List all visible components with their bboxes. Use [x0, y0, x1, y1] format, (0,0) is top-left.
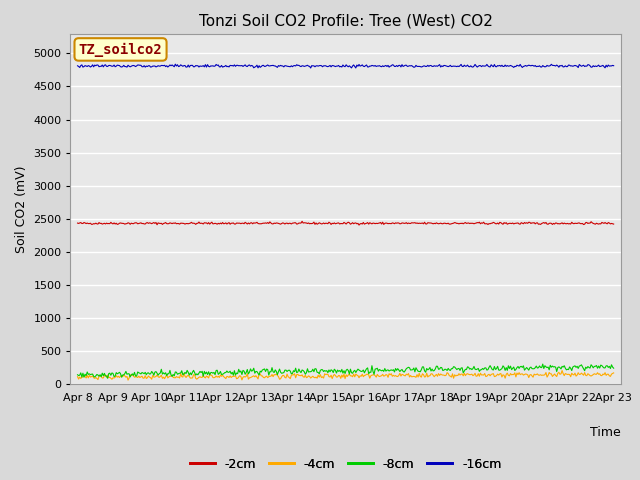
-4cm	[333, 374, 340, 380]
Line: -4cm: -4cm	[77, 371, 614, 380]
-16cm	[599, 62, 607, 68]
-4cm	[394, 374, 401, 380]
-4cm	[610, 370, 618, 376]
-2cm	[515, 221, 523, 227]
-16cm	[307, 65, 314, 71]
-16cm	[172, 61, 179, 67]
-2cm	[366, 220, 374, 226]
-2cm	[330, 221, 337, 227]
-4cm	[124, 377, 132, 383]
-2cm	[355, 222, 363, 228]
X-axis label: Time: Time	[590, 426, 621, 439]
Line: -2cm: -2cm	[77, 221, 614, 225]
-4cm	[330, 373, 337, 379]
-8cm	[74, 372, 81, 378]
Line: -8cm: -8cm	[77, 364, 614, 378]
-16cm	[330, 63, 338, 69]
-8cm	[514, 364, 522, 370]
-8cm	[599, 364, 607, 370]
Y-axis label: Soil CO2 (mV): Soil CO2 (mV)	[15, 165, 28, 252]
-16cm	[74, 63, 81, 69]
-8cm	[333, 370, 340, 376]
Text: TZ_soilco2: TZ_soilco2	[79, 42, 163, 57]
-4cm	[74, 374, 81, 380]
-2cm	[333, 220, 340, 226]
-2cm	[599, 220, 607, 226]
-2cm	[395, 220, 403, 226]
-2cm	[610, 221, 618, 227]
-2cm	[74, 220, 81, 226]
-4cm	[599, 371, 607, 377]
Title: Tonzi Soil CO2 Profile: Tree (West) CO2: Tonzi Soil CO2 Profile: Tree (West) CO2	[198, 13, 493, 28]
-16cm	[515, 63, 523, 69]
-16cm	[395, 62, 403, 68]
Legend: -2cm, -4cm, -8cm, -16cm: -2cm, -4cm, -8cm, -16cm	[185, 453, 506, 476]
-2cm	[298, 218, 306, 224]
Line: -16cm: -16cm	[77, 64, 614, 68]
-16cm	[610, 63, 618, 69]
-16cm	[333, 63, 341, 69]
-8cm	[365, 371, 372, 377]
-8cm	[610, 365, 618, 371]
-8cm	[394, 366, 401, 372]
-8cm	[330, 370, 337, 375]
-4cm	[514, 372, 522, 377]
-4cm	[365, 372, 372, 378]
-4cm	[558, 368, 566, 373]
-8cm	[539, 361, 547, 367]
-8cm	[104, 375, 111, 381]
-16cm	[366, 63, 374, 69]
